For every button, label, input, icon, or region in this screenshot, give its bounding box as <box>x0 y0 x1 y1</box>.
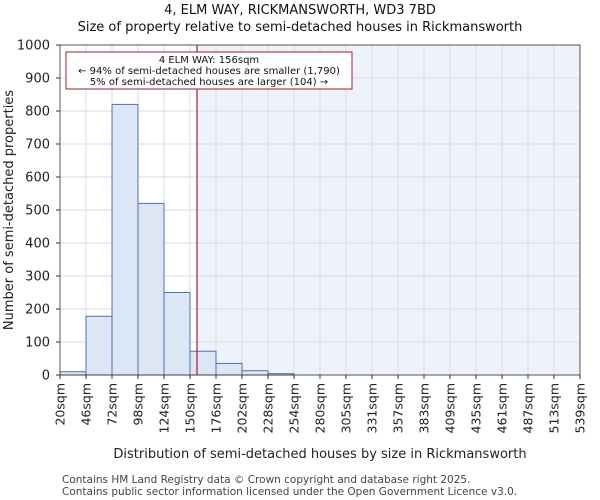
x-tick-label: 98sqm <box>131 383 146 426</box>
histogram-bar <box>189 350 217 376</box>
y-tick-label: 900 <box>25 72 50 87</box>
x-tick-label: 254sqm <box>287 383 302 433</box>
x-tick-label: 228sqm <box>261 383 276 433</box>
histogram-bar <box>111 103 139 376</box>
y-tick-label: 1000 <box>17 39 50 54</box>
y-tick-label: 0 <box>42 369 50 384</box>
x-tick-label: 435sqm <box>469 383 484 433</box>
x-axis-label: Distribution of semi-detached houses by … <box>113 447 526 462</box>
x-tick-label: 513sqm <box>547 383 562 433</box>
chart-title-address: 4, ELM WAY, RICKMANSWORTH, WD3 7BD <box>164 3 436 18</box>
histogram-bar <box>137 202 165 376</box>
histogram-bar <box>59 371 87 376</box>
annotation-smaller-share: ← 94% of semi-detached houses are smalle… <box>78 66 340 77</box>
x-tick-label: 150sqm <box>183 383 198 433</box>
x-tick-label: 357sqm <box>391 383 406 433</box>
x-tick-label: 46sqm <box>79 383 94 426</box>
x-tick-label: 409sqm <box>443 383 458 433</box>
x-tick-label: 202sqm <box>235 383 250 433</box>
histogram-bar <box>241 370 269 376</box>
y-tick-label: 400 <box>25 237 50 252</box>
annotation-box <box>65 51 353 90</box>
x-tick-label: 124sqm <box>157 383 172 433</box>
y-tick-label: 100 <box>25 336 50 351</box>
y-tick-label: 800 <box>25 105 50 120</box>
x-tick-label: 176sqm <box>209 383 224 433</box>
x-tick-label: 487sqm <box>521 383 536 433</box>
y-tick-label: 600 <box>25 171 50 186</box>
footer-copyright: Contains HM Land Registry data © Crown c… <box>62 474 471 486</box>
x-tick-label: 20sqm <box>53 383 68 426</box>
x-tick-label: 461sqm <box>495 383 510 433</box>
histogram-bar <box>215 362 243 376</box>
annotation-larger-share: 5% of semi-detached houses are larger (1… <box>90 77 328 88</box>
x-tick-label: 539sqm <box>573 383 588 433</box>
x-tick-label: 280sqm <box>313 383 328 433</box>
histogram-bar <box>163 292 191 376</box>
y-tick-label: 200 <box>25 303 50 318</box>
x-tick-label: 383sqm <box>417 383 432 433</box>
histogram-bar <box>85 315 113 376</box>
y-axis-label: Number of semi-detached properties <box>2 90 17 330</box>
y-tick-label: 500 <box>25 204 50 219</box>
annotation-property-size: 4 ELM WAY: 156sqm <box>159 55 259 66</box>
x-tick-label: 305sqm <box>339 383 354 433</box>
y-tick-label: 300 <box>25 270 50 285</box>
y-tick-label: 700 <box>25 138 50 153</box>
chart-title: Size of property relative to semi-detach… <box>77 20 523 35</box>
footer-licence: Contains public sector information licen… <box>62 486 518 498</box>
x-tick-label: 72sqm <box>105 383 120 426</box>
x-tick-label: 331sqm <box>365 383 380 433</box>
